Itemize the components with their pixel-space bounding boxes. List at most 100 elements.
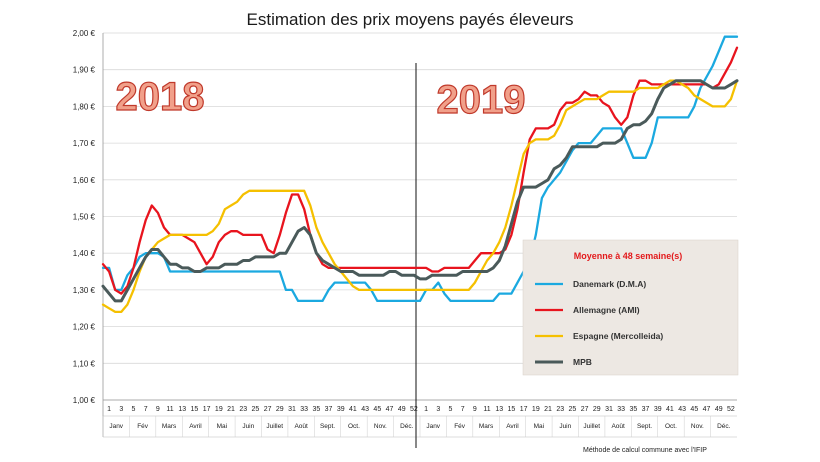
y-tick-label: 1,10 € [73,359,96,368]
month-label: Mai [217,423,227,430]
x-tick-label: 45 [690,406,698,413]
y-tick-label: 1,00 € [73,396,96,405]
series-line-2 [101,79,739,314]
month-label: Mai [534,423,544,430]
x-tick-label: 29 [276,406,284,413]
x-tick-label: 19 [215,406,223,413]
x-tick-label: 29 [593,406,601,413]
x-tick-label: 3 [119,406,123,413]
y-tick-label: 1,20 € [73,323,96,332]
x-tick-label: 37 [325,406,333,413]
x-tick-label: 25 [569,406,577,413]
year-label-2019: 2019 [437,78,526,122]
month-label: Déc. [400,423,414,430]
month-label: Déc. [717,423,731,430]
x-tick-label: 35 [629,406,637,413]
y-tick-label: 1,90 € [73,66,96,75]
x-tick-label: 43 [678,406,686,413]
method-note: Méthode de calcul commune avec l'IFIP [583,447,707,454]
month-label: Sept. [637,423,652,430]
x-tick-label: 43 [361,406,369,413]
y-tick-label: 1,70 € [73,139,96,148]
x-tick-label: 49 [715,406,723,413]
legend-label: MPB [573,357,592,367]
x-tick-label: 41 [666,406,674,413]
month-label: Fév [454,423,466,430]
month-label: Juin [559,423,571,430]
x-tick-label: 27 [581,406,589,413]
y-tick-label: 1,50 € [73,213,96,222]
x-axis: 1 3 5 7 9 11 13 15 17 19 21 23 25 27 29 31 33 35 37 39 41 43 4… [102,399,737,438]
x-tick-label: 25 [252,406,260,413]
legend: Moyenne à 48 semaine(s) Danemark (D.M.A)… [522,239,739,376]
x-tick-label: 5 [132,406,136,413]
x-tick-label: 7 [461,406,465,413]
x-tick-label: 1 [424,406,428,413]
x-tick-label: 52 [727,406,735,413]
x-tick-label: 33 [300,406,308,413]
month-label: Nov. [374,423,387,430]
month-label: Mars [479,423,494,430]
x-tick-label: 13 [495,406,503,413]
x-tick-label: 27 [264,406,272,413]
x-tick-label: 13 [178,406,186,413]
chart-title: Estimation des prix moyens payés éleveur… [247,10,574,29]
x-tick-label: 33 [617,406,625,413]
x-tick-label: 17 [203,406,211,413]
month-label: Fév [137,423,149,430]
x-tick-label: 3 [436,406,440,413]
x-tick-label: 31 [288,406,296,413]
month-label: Avril [189,423,202,430]
legend-items: Danemark (D.M.A) Allemagne (AMI) Espagne (… [535,279,663,367]
year-label-2018: 2018 [116,75,205,119]
x-tick-label: 45 [373,406,381,413]
x-tick-label: 39 [337,406,345,413]
legend-label: Allemagne (AMI) [573,305,640,315]
x-tick-label: 23 [239,406,247,413]
x-tick-label: 52 [410,406,418,413]
x-tick-label: 7 [144,406,148,413]
month-label: Janv [426,423,440,430]
legend-title: Moyenne à 48 semaine(s) [574,251,683,261]
x-tick-label: 35 [312,406,320,413]
month-label: Juillet [583,423,600,430]
month-label: Juin [242,423,254,430]
x-tick-label: 11 [166,406,173,413]
legend-label: Danemark (D.M.A) [573,279,646,289]
month-label: Sept. [320,423,335,430]
x-tick-label: 47 [703,406,711,413]
x-tick-label: 15 [508,406,516,413]
x-tick-label: 1 [107,406,111,413]
month-label: Août [611,423,625,430]
month-label: Août [294,423,308,430]
x-tick-label: 41 [349,406,357,413]
series-line-0 [101,35,739,303]
x-tick-label: 47 [386,406,394,413]
x-tick-label: 5 [449,406,453,413]
month-label: Oct. [348,423,360,430]
month-label: Nov. [691,423,704,430]
y-tick-label: 2,00 € [73,29,96,38]
y-axis: 2,00 € 1,90 € 1,80 € 1,70 € 1,60 € 1,50 € 1,40… [73,29,104,437]
legend-box [522,239,739,376]
x-tick-label: 31 [605,406,613,413]
x-tick-label: 17 [520,406,528,413]
month-label: Avril [506,423,519,430]
month-label: Janv [109,423,123,430]
x-tick-label: 9 [156,406,160,413]
month-label: Oct. [665,423,677,430]
series-lines [101,35,739,314]
series-line-1 [101,46,739,295]
x-tick-label: 19 [532,406,540,413]
x-tick-label: 23 [556,406,564,413]
x-tick-label: 37 [642,406,650,413]
x-tick-label: 21 [227,406,235,413]
legend-label: Espagne (Mercolleida) [573,331,663,341]
series-line-3 [101,79,739,303]
y-tick-label: 1,80 € [73,102,96,111]
x-tick-label: 49 [398,406,406,413]
x-tick-label: 15 [191,406,199,413]
x-tick-label: 11 [483,406,490,413]
